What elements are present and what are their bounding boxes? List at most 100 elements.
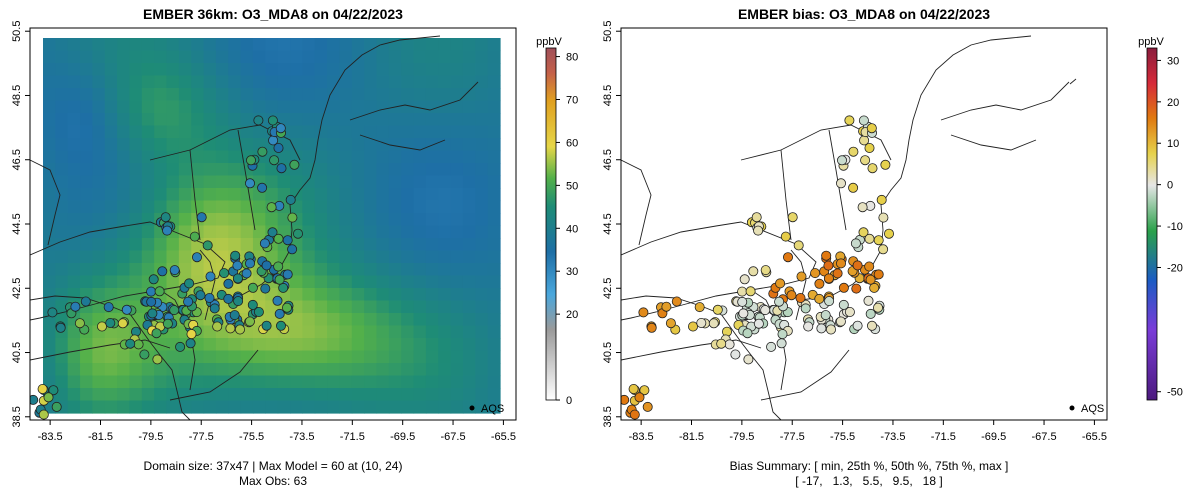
heatmap-cell — [413, 263, 427, 277]
heatmap-cell — [203, 50, 217, 64]
colorbar-tick-label: 20 — [566, 309, 578, 321]
heatmap-cell — [154, 125, 168, 139]
station-marker — [151, 328, 162, 339]
heatmap-cell — [67, 38, 81, 52]
bias-station-marker — [876, 194, 887, 205]
heatmap-cell — [290, 63, 303, 77]
heatmap-cell — [55, 100, 69, 114]
heatmap-cell — [462, 213, 476, 227]
heatmap-cell — [462, 275, 476, 289]
station-marker — [247, 282, 258, 293]
station-marker — [244, 316, 255, 327]
x-tick-label: -77.5 — [780, 431, 805, 443]
heatmap-cell — [277, 63, 291, 77]
heatmap-cell — [314, 125, 328, 139]
station-marker — [169, 265, 180, 276]
heatmap-cell — [215, 50, 229, 64]
heatmap-cell — [117, 188, 131, 202]
heatmap-cell — [475, 250, 489, 264]
heatmap-cell — [240, 238, 254, 252]
heatmap-cell — [425, 275, 439, 289]
heatmap-cell — [290, 113, 303, 127]
heatmap-cell — [487, 338, 501, 352]
heatmap-cell — [462, 300, 476, 314]
heatmap-cell — [265, 100, 279, 114]
heatmap-cell — [438, 288, 452, 302]
heatmap-cell — [166, 275, 180, 289]
heatmap-cell — [351, 63, 365, 77]
bias-station-marker — [766, 341, 777, 352]
y-tick-label: 46.5 — [602, 149, 614, 170]
heatmap-cell — [302, 350, 316, 364]
heatmap-cell — [43, 63, 56, 77]
heatmap-cell — [475, 63, 489, 77]
heatmap-cell — [265, 213, 279, 227]
heatmap-cell — [166, 250, 180, 264]
heatmap-cell — [80, 375, 93, 389]
heatmap-cell — [154, 113, 168, 127]
station-marker — [245, 155, 256, 166]
heatmap-cell — [290, 100, 303, 114]
heatmap-cell — [203, 125, 217, 139]
heatmap-cell — [364, 100, 378, 114]
heatmap-cell — [178, 350, 192, 364]
heatmap-cell — [388, 325, 402, 339]
heatmap-cell — [351, 238, 365, 252]
heatmap-cell — [191, 38, 205, 52]
heatmap-cell — [203, 150, 217, 164]
heatmap-cell — [364, 275, 378, 289]
heatmap-cell — [413, 238, 427, 252]
heatmap-cell — [413, 400, 427, 414]
heatmap-cell — [80, 38, 93, 52]
x-tick-label: -73.5 — [289, 431, 314, 443]
heatmap-cell — [215, 163, 229, 177]
heatmap-cell — [450, 138, 464, 152]
heatmap-cell — [178, 113, 192, 127]
bias-station-marker — [860, 155, 871, 166]
heatmap-cell — [314, 100, 328, 114]
heatmap-cell — [277, 363, 291, 377]
heatmap-cell — [80, 113, 93, 127]
bias-station-marker — [780, 231, 791, 242]
heatmap-cell — [364, 213, 378, 227]
heatmap-cell — [43, 325, 56, 339]
station-marker — [278, 282, 289, 293]
heatmap-cell — [327, 38, 341, 52]
heatmap-cell — [413, 338, 427, 352]
heatmap-cell — [339, 188, 353, 202]
station-marker — [202, 240, 213, 251]
y-tick-label: 48.5 — [11, 85, 23, 106]
heatmap-cell — [413, 163, 427, 177]
heatmap-cell — [388, 125, 402, 139]
heatmap-cell — [215, 113, 229, 127]
station-marker — [232, 273, 243, 284]
heatmap-cell — [351, 275, 365, 289]
heatmap-cell — [413, 250, 427, 264]
heatmap-cell — [364, 200, 378, 214]
heatmap-cell — [80, 63, 93, 77]
heatmap-cell — [228, 225, 242, 239]
heatmap-cell — [475, 75, 489, 89]
heatmap-cell — [425, 288, 439, 302]
heatmap-cell — [228, 363, 242, 377]
left-stations — [30, 115, 303, 420]
heatmap-cell — [55, 338, 69, 352]
heatmap-cell — [401, 275, 415, 289]
heatmap-cell — [487, 113, 501, 127]
heatmap-cell — [314, 300, 328, 314]
heatmap-cell — [462, 350, 476, 364]
station-marker — [184, 278, 195, 289]
heatmap-cell — [425, 313, 439, 327]
heatmap-cell — [462, 50, 476, 64]
heatmap-cell — [55, 350, 69, 364]
bias-station-marker — [730, 349, 741, 360]
heatmap-cell — [388, 188, 402, 202]
bias-station-marker — [863, 295, 874, 306]
heatmap-cell — [302, 300, 316, 314]
heatmap-cell — [92, 50, 106, 64]
heatmap-cell — [104, 200, 118, 214]
colorbar-tick-label: -50 — [1167, 387, 1183, 399]
heatmap-cell — [191, 350, 205, 364]
heatmap-cell — [339, 263, 353, 277]
station-marker — [157, 266, 168, 277]
